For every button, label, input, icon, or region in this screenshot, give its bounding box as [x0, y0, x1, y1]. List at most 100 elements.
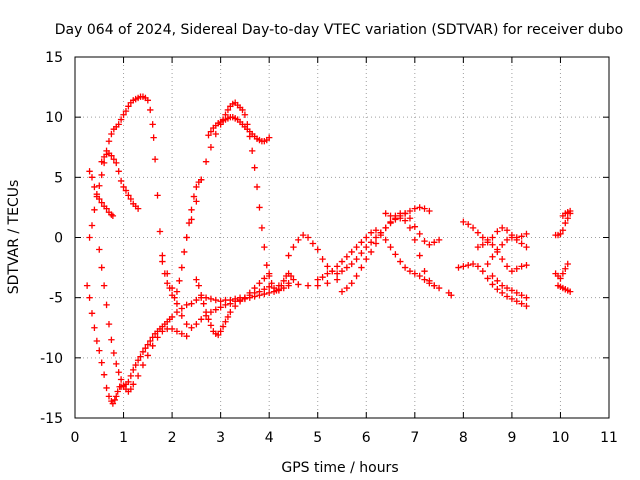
data-point [564, 260, 571, 268]
data-point [88, 310, 96, 317]
x-tick-label: 11 [600, 430, 618, 446]
data-point [513, 236, 520, 244]
chart-title: Day 064 of 2024, Sidereal Day-to-day VTE… [55, 22, 623, 38]
series-14 [455, 260, 530, 310]
data-point [363, 234, 370, 241]
data-point [178, 264, 185, 271]
data-point [144, 341, 152, 348]
data-point [523, 243, 530, 251]
data-point [518, 240, 525, 247]
data-point [150, 134, 157, 141]
data-point [188, 206, 195, 214]
x-tick-label: 4 [265, 430, 274, 446]
data-point [198, 176, 205, 183]
data-point [164, 280, 171, 287]
data-point [144, 97, 152, 104]
data-point [105, 320, 113, 328]
data-point [120, 382, 127, 389]
data-point [159, 252, 166, 259]
data-point [304, 282, 312, 289]
series-6 [205, 113, 273, 145]
data-point [202, 312, 210, 319]
data-point [406, 207, 414, 215]
data-point [127, 385, 135, 393]
data-point [406, 267, 414, 275]
data-point [489, 281, 496, 288]
data-point [98, 171, 105, 179]
data-point [265, 283, 273, 291]
data-point [173, 308, 181, 316]
data-point [564, 215, 571, 222]
data-point [91, 324, 98, 331]
data-point [258, 224, 266, 232]
data-point [387, 243, 394, 251]
data-point [207, 144, 215, 151]
data-point [338, 258, 346, 265]
data-point [382, 210, 389, 217]
data-point [248, 147, 256, 155]
data-point [125, 378, 132, 386]
series-2 [98, 150, 142, 212]
data-point [494, 228, 501, 235]
data-point [83, 282, 91, 289]
data-point [96, 347, 103, 354]
data-point [125, 192, 132, 199]
data-point [455, 264, 462, 271]
data-point [372, 234, 380, 241]
data-point [416, 272, 423, 280]
series-18 [445, 289, 455, 299]
data-point [91, 206, 98, 214]
series-11 [338, 210, 443, 295]
data-point [263, 261, 270, 269]
data-point [222, 301, 229, 309]
data-point [265, 289, 273, 297]
y-tick-label: -15 [40, 411, 63, 427]
data-point [142, 345, 149, 352]
data-point [156, 228, 164, 235]
data-point [212, 306, 219, 313]
plot-frame [74, 56, 610, 419]
data-point [183, 301, 190, 309]
data-point [363, 255, 370, 263]
data-point [108, 152, 115, 159]
data-point [411, 205, 419, 212]
data-point [256, 280, 263, 287]
data-point [518, 263, 525, 270]
data-point [499, 282, 506, 289]
data-point [287, 272, 295, 280]
data-point [251, 284, 258, 292]
data-point [239, 106, 246, 114]
series-20 [554, 282, 574, 295]
data-point [108, 336, 115, 343]
data-point [460, 218, 467, 226]
data-point [343, 253, 351, 260]
data-point [265, 270, 273, 277]
data-point [367, 239, 375, 246]
data-point [499, 289, 506, 297]
series-16 [484, 234, 530, 268]
series-13 [460, 218, 530, 244]
data-point [212, 130, 219, 138]
data-point [113, 393, 120, 400]
data-point [96, 246, 103, 253]
data-point [448, 292, 455, 299]
data-point [489, 241, 496, 248]
x-tick-label: 2 [168, 430, 177, 446]
data-point [358, 239, 365, 246]
data-point [503, 284, 511, 292]
data-point [435, 236, 443, 244]
data-point [212, 296, 219, 304]
data-point [183, 332, 190, 340]
data-point [222, 318, 229, 325]
data-point [503, 293, 511, 300]
data-point [159, 328, 166, 335]
data-point [86, 294, 93, 301]
data-point [88, 222, 96, 229]
data-point [193, 276, 200, 283]
data-point [324, 270, 331, 277]
data-point [111, 396, 119, 404]
data-point [319, 255, 326, 263]
data-point [270, 288, 278, 295]
data-point [372, 240, 380, 247]
data-point [523, 230, 530, 238]
